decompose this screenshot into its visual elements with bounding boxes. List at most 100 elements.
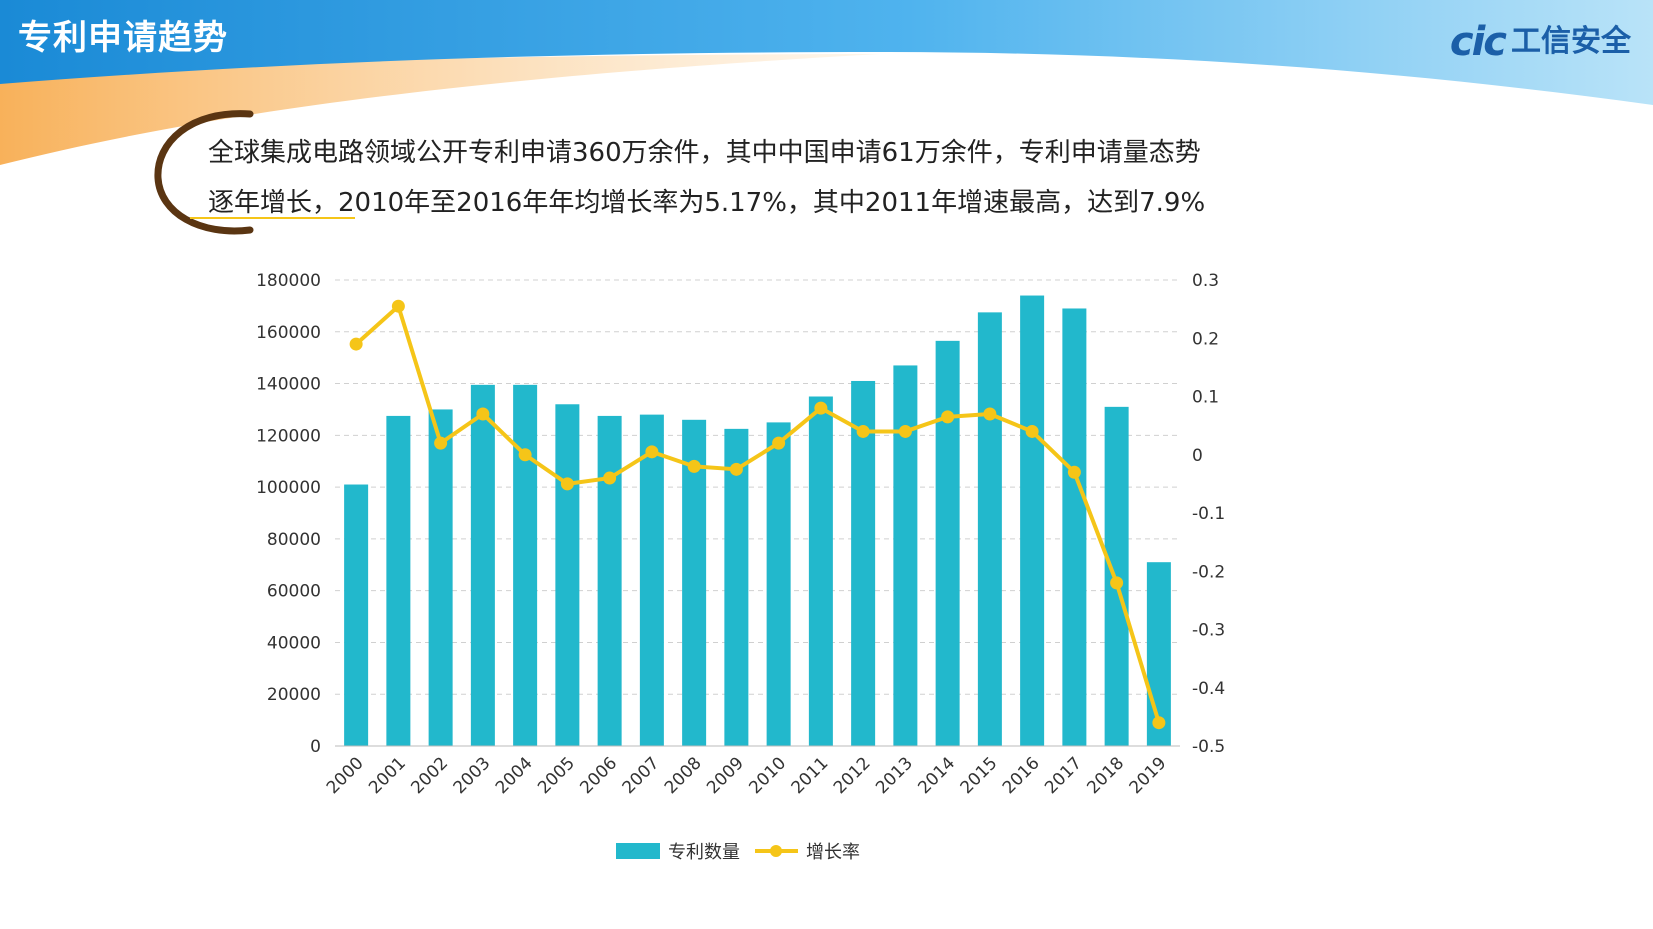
summary-line-1: 全球集成电路领域公开专利申请360万余件，其中中国申请61万余件，专利申请量态势	[208, 138, 1201, 168]
right-axis-tick-label: -0.1	[1192, 504, 1225, 524]
growth-point-2014	[941, 410, 955, 424]
growth-point-2001	[391, 299, 405, 313]
left-axis-tick-label: 120000	[256, 426, 321, 446]
growth-point-2006	[603, 471, 617, 485]
x-axis-tick-label: 2016	[999, 753, 1044, 798]
left-axis-tick-label: 100000	[256, 478, 321, 498]
legend-line-label: 增长率	[806, 842, 860, 863]
left-axis-tick-label: 140000	[256, 375, 321, 395]
right-axis: 0.3 0.2 0.1 0 -0.1 -0.2 -0.3 -0.4 -0.5	[1192, 271, 1225, 757]
growth-point-2004	[518, 448, 532, 462]
bar-2000	[344, 484, 369, 746]
right-axis-tick-label: 0.3	[1192, 271, 1219, 291]
growth-point-2008	[687, 459, 701, 473]
bar-2007	[639, 414, 664, 746]
quote-arc-decoration	[154, 110, 355, 235]
bar-2010	[766, 422, 791, 746]
growth-point-2016	[1025, 424, 1039, 438]
x-axis-tick-label: 2014	[914, 753, 959, 798]
bar-2002	[428, 409, 453, 746]
growth-point-2012	[856, 424, 870, 438]
x-axis-tick-label: 2008	[661, 753, 706, 798]
x-axis-tick-label: 2001	[365, 753, 410, 798]
blue-title-band	[0, 0, 1653, 105]
growth-rate-line	[354, 304, 1161, 724]
x-axis-tick-label: 2010	[745, 753, 790, 798]
bar-2015	[977, 312, 1002, 746]
growth-point-2002	[434, 436, 448, 450]
x-axis-tick-label: 2005	[534, 753, 579, 798]
x-axis-tick-label: 2000	[323, 753, 368, 798]
growth-point-2015	[983, 407, 997, 421]
left-axis-tick-label: 20000	[267, 685, 321, 705]
bar-2006	[597, 415, 622, 746]
right-axis-tick-label: -0.4	[1192, 679, 1225, 699]
bar-2017	[1062, 308, 1087, 746]
right-axis-tick-label: 0.1	[1192, 388, 1219, 408]
growth-point-2003	[476, 407, 490, 421]
logo-text: 工信安全	[1511, 24, 1631, 59]
x-axis-tick-label: 2002	[407, 753, 452, 798]
x-axis-tick-label: 2017	[1041, 753, 1086, 798]
legend-bar-label: 专利数量	[668, 842, 740, 863]
left-axis-tick-label: 160000	[256, 323, 321, 343]
left-axis-tick-label: 180000	[256, 271, 321, 291]
x-axis-tick-label: 2009	[703, 753, 748, 798]
growth-point-2000	[349, 337, 363, 351]
orange-swoosh	[0, 54, 880, 165]
left-axis-tick-label: 40000	[267, 633, 321, 653]
bar-2003	[470, 384, 495, 746]
x-axis-tick-label: 2003	[450, 753, 495, 798]
x-axis-tick-label: 2007	[619, 753, 664, 798]
x-axis-tick-label: 2015	[957, 753, 1002, 798]
gridlines	[335, 279, 1180, 747]
bar-2016	[1020, 295, 1045, 746]
x-axis-tick-label: 2018	[1083, 753, 1128, 798]
bar-2019	[1146, 562, 1171, 746]
left-axis-tick-label: 60000	[267, 582, 321, 602]
growth-point-2009	[729, 462, 743, 476]
bar-2001	[386, 415, 411, 746]
x-axis-tick-label: 2004	[492, 753, 537, 798]
bar-2005	[555, 404, 580, 746]
bar-2013	[893, 365, 918, 746]
x-axis-tick-label: 2011	[788, 753, 833, 798]
x-axis-tick-label: 2012	[830, 753, 875, 798]
logo-mark: cic	[1449, 19, 1507, 65]
right-axis-tick-label: -0.2	[1192, 562, 1225, 582]
legend-bar-swatch	[616, 843, 660, 859]
bar-series	[344, 295, 1171, 746]
bar-2012	[851, 380, 876, 746]
legend-line-marker	[770, 845, 782, 857]
growth-point-2019	[1152, 716, 1166, 730]
header-band	[0, 0, 1653, 165]
chart-legend: 专利数量 增长率	[616, 842, 860, 863]
growth-point-2007	[645, 445, 659, 459]
x-axis-tick-label: 2013	[872, 753, 917, 798]
growth-point-2017	[1067, 465, 1081, 479]
x-axis-tick-label: 2019	[1126, 753, 1171, 798]
growth-point-2005	[560, 477, 574, 491]
bar-2014	[935, 340, 960, 746]
bar-2011	[808, 396, 833, 746]
growth-point-2011	[814, 401, 828, 415]
right-axis-tick-label: -0.3	[1192, 621, 1225, 641]
bar-2009	[724, 428, 749, 746]
summary-text: 全球集成电路领域公开专利申请360万余件，其中中国申请61万余件，专利申请量态势…	[208, 128, 1328, 228]
bar-2008	[682, 419, 707, 746]
growth-point-2013	[898, 424, 912, 438]
company-logo: cic 工信安全	[1450, 22, 1631, 62]
left-axis-tick-label: 80000	[267, 530, 321, 550]
x-axis-tick-label: 2006	[576, 753, 621, 798]
slide-title: 专利申请趋势	[18, 18, 228, 58]
right-axis-tick-label: -0.5	[1192, 737, 1225, 757]
growth-point-2010	[772, 436, 786, 450]
left-axis: 180000 160000 140000 120000 100000 80000 60000…	[256, 271, 321, 757]
growth-point-2018	[1110, 576, 1124, 590]
x-axis: 2000200120022003200420052006200720082009…	[323, 745, 1180, 798]
summary-line-2: 逐年增长，2010年至2016年年均增长率为5.17%，其中2011年增速最高，…	[208, 188, 1206, 218]
line-series	[349, 299, 1166, 730]
right-axis-tick-label: 0	[1192, 446, 1203, 466]
left-axis-tick-label: 0	[310, 737, 321, 757]
